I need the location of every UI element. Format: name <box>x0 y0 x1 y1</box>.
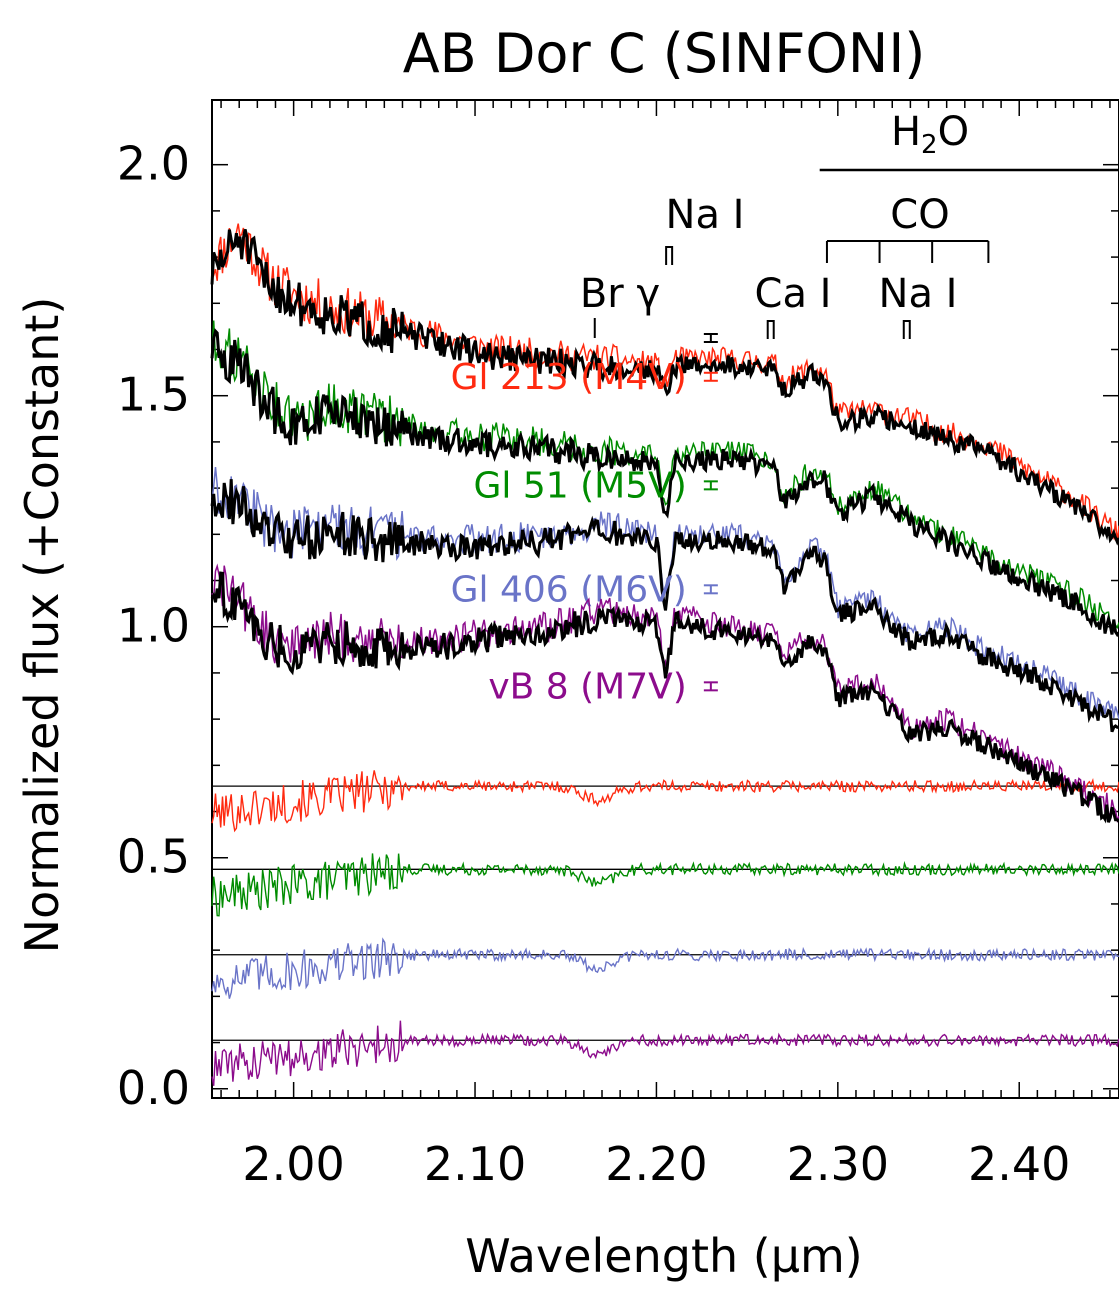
co-label: CO <box>890 192 949 238</box>
x-tick-label: 2.20 <box>605 1137 707 1191</box>
x-tick-label: 2.10 <box>424 1137 526 1191</box>
plot-area: 2.00 2.10 2.20 2.30 2.40 0.0 0.5 1.0 1.5 2.0 Gl 21… <box>117 99 1119 1191</box>
y-axis-label: Normalized flux (+Constant) <box>15 297 69 954</box>
series-label: Gl 51 (M5V) <box>474 465 687 506</box>
series-label: vB 8 (M7V) <box>488 666 686 707</box>
ab-dor-c-spectrum-line <box>210 229 1119 546</box>
residual-line <box>211 1020 1119 1086</box>
series-label: Gl 213 (M4V) <box>451 357 687 398</box>
ab-dor-c-spectrum-line <box>210 328 1119 638</box>
ab-dor-c-spectrum-line <box>210 479 1119 733</box>
ca-i-label: Ca I <box>755 271 832 317</box>
y-tick-label: 2.0 <box>117 137 190 191</box>
y-tick-label: 0.5 <box>117 830 190 884</box>
na-i-bottom-marker <box>902 320 911 339</box>
br-gamma-label: Br γ <box>580 271 660 317</box>
y-tick-label: 1.5 <box>117 368 190 422</box>
y-tick-label: 1.0 <box>117 599 190 653</box>
y-tick-label: 0.0 <box>117 1061 190 1115</box>
plot-frame <box>211 99 1119 1099</box>
h2o-label: H2O <box>891 109 969 160</box>
residual-line <box>211 937 1119 999</box>
residual-line <box>211 770 1119 833</box>
na-i-bottom-label: Na I <box>879 271 958 317</box>
chart-title: AB Dor C (SINFONI) <box>403 22 926 85</box>
x-tick-label: 2.30 <box>787 1137 889 1191</box>
x-tick-label: 2.00 <box>242 1137 344 1191</box>
x-tick-label: 2.40 <box>968 1137 1070 1191</box>
template-spectrum-line <box>211 320 1119 632</box>
ca-i-marker <box>766 320 775 339</box>
na-i-top-marker <box>665 246 674 265</box>
residual-line <box>211 853 1119 917</box>
na-i-top-label: Na I <box>666 192 745 238</box>
x-axis-label: Wavelength (μm) <box>465 1229 862 1283</box>
ab-dor-c-spectrum-line <box>210 571 1119 824</box>
series-label: Gl 406 (M6V) <box>451 569 687 610</box>
feature-annotations: H2O CO Na I Br γ Ca I Na I <box>580 109 969 317</box>
